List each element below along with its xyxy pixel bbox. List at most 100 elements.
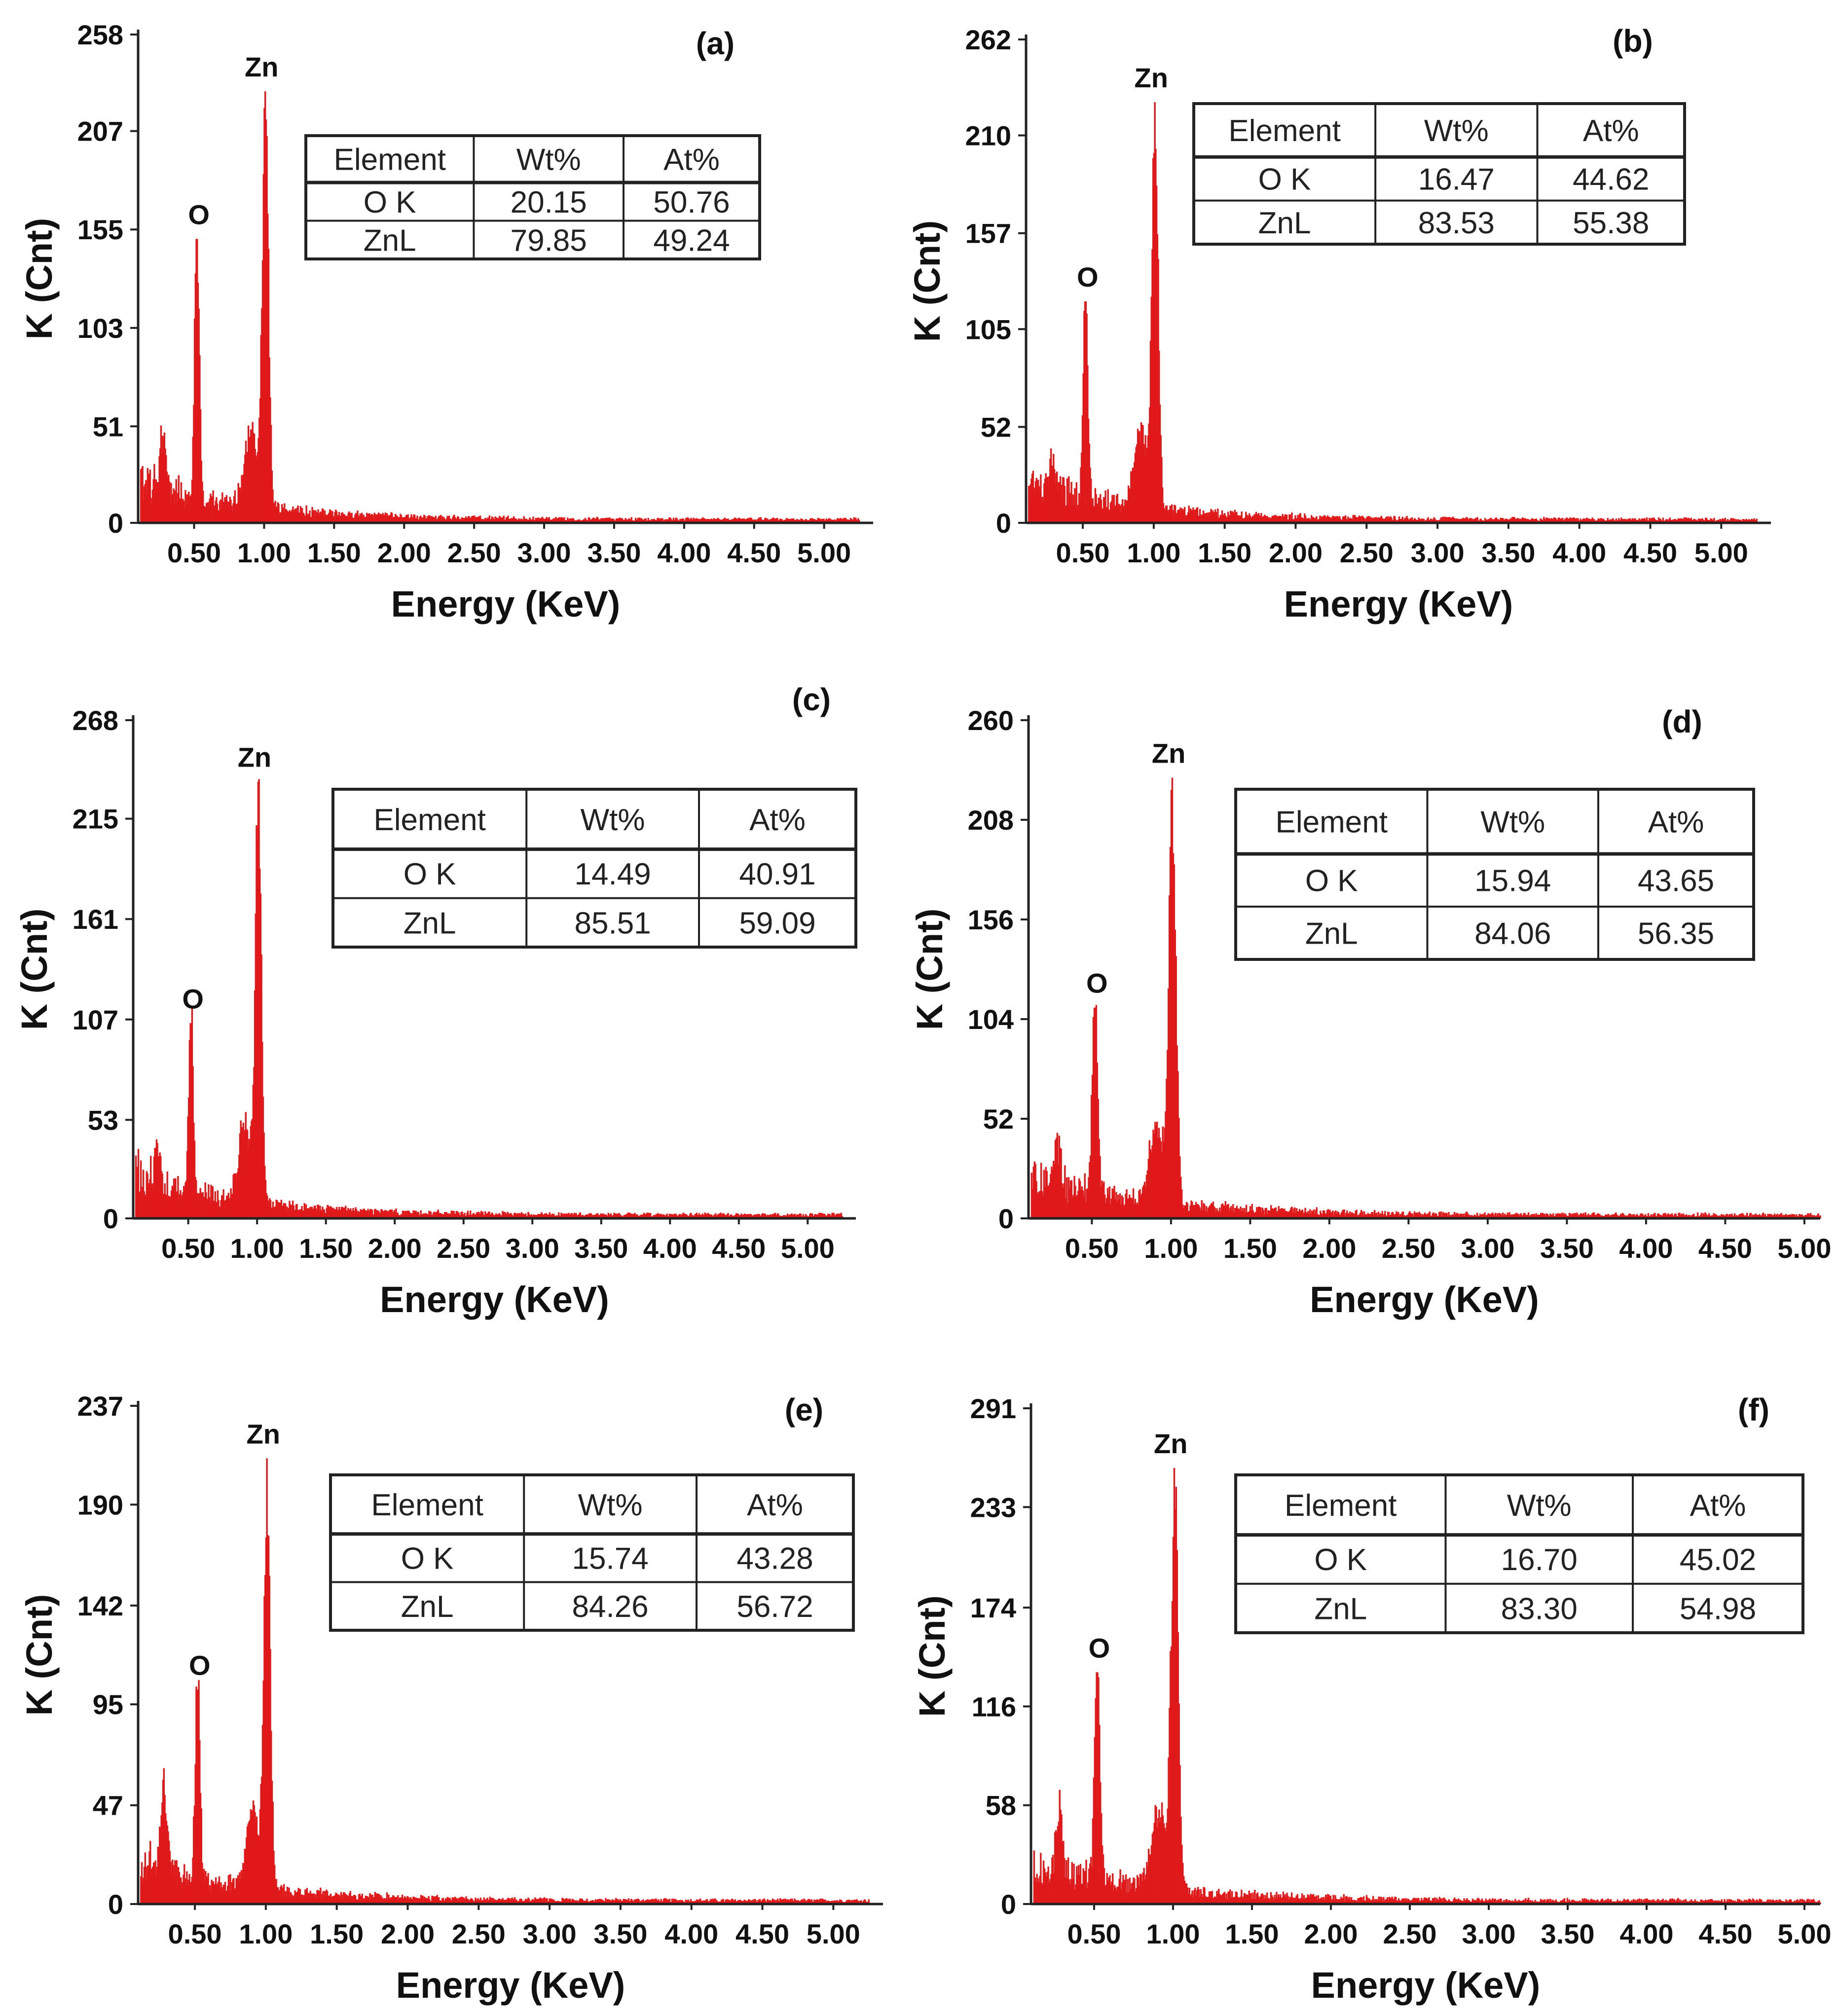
table-cell: 84.06 (1474, 917, 1551, 951)
peak-label-o: O (1077, 261, 1099, 293)
table-cell: 16.47 (1418, 162, 1495, 196)
x-tick-label: 4.50 (712, 1233, 766, 1264)
table-header-cell: At% (747, 1488, 803, 1522)
table-header-cell: At% (749, 803, 806, 837)
x-tick-label: 0.50 (1056, 537, 1110, 568)
x-tick-label: 4.00 (1619, 1233, 1673, 1264)
y-tick-label: 105 (965, 314, 1011, 345)
panel-label: (d) (1662, 704, 1702, 739)
y-tick-label: 155 (77, 214, 123, 245)
table-header-cell: Element (373, 803, 485, 837)
y-tick-label: 104 (968, 1004, 1014, 1035)
x-tick-label: 3.00 (523, 1918, 577, 1949)
table-cell: ZnL (401, 1590, 454, 1624)
x-tick-label: 3.50 (587, 537, 641, 568)
table-header-cell: Element (1276, 806, 1388, 840)
y-axis-title: K (Cnt) (907, 220, 948, 342)
table-cell: 43.65 (1638, 864, 1714, 898)
y-tick-label: 47 (93, 1790, 123, 1821)
x-tick-label: 1.50 (299, 1233, 353, 1264)
y-tick-label: 190 (77, 1489, 123, 1520)
table-header-cell: At% (1583, 114, 1639, 148)
x-tick-label: 1.00 (1144, 1233, 1198, 1264)
x-tick-label: 5.00 (797, 537, 851, 568)
x-tick-label: 0.50 (167, 537, 221, 568)
x-tick-label: 5.00 (1694, 537, 1748, 568)
y-axis-title: K (Cnt) (909, 909, 950, 1030)
x-tick-label: 0.50 (168, 1918, 222, 1949)
table-header-cell: At% (663, 143, 720, 177)
panel-label: (c) (792, 682, 831, 717)
x-tick-label: 1.50 (307, 537, 361, 568)
peak-label-zn: Zn (238, 741, 271, 772)
table-cell: 55.38 (1573, 206, 1649, 240)
table-header-cell: Element (1228, 114, 1340, 148)
x-tick-label: 2.00 (377, 537, 431, 568)
table-cell: 43.28 (736, 1542, 813, 1576)
y-tick-label: 0 (108, 1889, 123, 1920)
y-tick-label: 258 (77, 19, 123, 50)
table-cell: 84.26 (572, 1590, 649, 1624)
panel-label: (e) (785, 1392, 823, 1428)
table-cell: 40.91 (739, 857, 815, 891)
x-tick-label: 2.00 (381, 1918, 435, 1949)
table-cell: 20.15 (511, 185, 587, 220)
x-tick-label: 2.50 (452, 1918, 506, 1949)
table-cell: 50.76 (653, 185, 730, 220)
y-tick-label: 268 (73, 705, 118, 736)
y-tick-label: 210 (965, 120, 1011, 151)
table-cell: 56.35 (1638, 917, 1714, 951)
y-tick-label: 0 (108, 508, 123, 539)
x-tick-label: 3.50 (1481, 537, 1535, 568)
table-cell: O K (364, 185, 416, 220)
x-axis-title: Energy (KeV) (1284, 584, 1513, 624)
y-tick-label: 208 (968, 805, 1014, 836)
x-tick-label: 4.00 (657, 537, 711, 568)
peak-label-zn: Zn (1135, 62, 1168, 93)
y-tick-label: 237 (77, 1391, 123, 1422)
y-axis-title: K (Cnt) (19, 218, 60, 340)
table-header-cell: Wt% (578, 1488, 643, 1522)
y-tick-label: 52 (983, 1103, 1014, 1135)
x-tick-label: 2.00 (1302, 1233, 1356, 1264)
x-axis-title: Energy (KeV) (396, 1965, 625, 2006)
x-tick-label: 1.50 (1198, 537, 1251, 568)
peak-label-zn: Zn (247, 1419, 280, 1450)
x-tick-label: 4.50 (1623, 537, 1677, 568)
x-tick-label: 1.00 (1127, 537, 1180, 568)
x-tick-label: 3.00 (517, 537, 571, 568)
y-tick-label: 0 (998, 1203, 1014, 1234)
table-cell: 79.85 (511, 223, 587, 257)
x-axis-title: Energy (KeV) (380, 1279, 609, 1320)
y-tick-label: 142 (77, 1590, 123, 1621)
x-tick-label: 4.00 (643, 1233, 697, 1264)
table-cell: ZnL (364, 223, 416, 257)
y-tick-label: 157 (965, 218, 1011, 249)
peak-label-zn: Zn (245, 51, 278, 82)
y-tick-label: 260 (968, 705, 1014, 736)
table-cell: 15.94 (1474, 864, 1551, 898)
x-tick-label: 2.50 (447, 537, 501, 568)
x-tick-label: 1.50 (310, 1918, 364, 1949)
x-tick-label: 4.00 (664, 1918, 718, 1949)
x-tick-label: 2.00 (1269, 537, 1323, 568)
x-tick-label: 0.50 (1065, 1233, 1119, 1264)
x-tick-label: 3.50 (1540, 1233, 1594, 1264)
x-tick-label: 2.50 (437, 1233, 490, 1264)
x-tick-label: 3.00 (506, 1233, 559, 1264)
table-cell: 59.09 (739, 906, 815, 940)
y-tick-label: 103 (77, 313, 123, 344)
x-tick-label: 5.00 (1777, 1233, 1831, 1264)
table-cell: 49.24 (653, 223, 730, 257)
table-cell: ZnL (404, 906, 456, 940)
y-tick-label: 53 (88, 1104, 118, 1136)
table-cell: 44.62 (1573, 162, 1649, 196)
table-header-cell: Wt% (581, 803, 645, 837)
